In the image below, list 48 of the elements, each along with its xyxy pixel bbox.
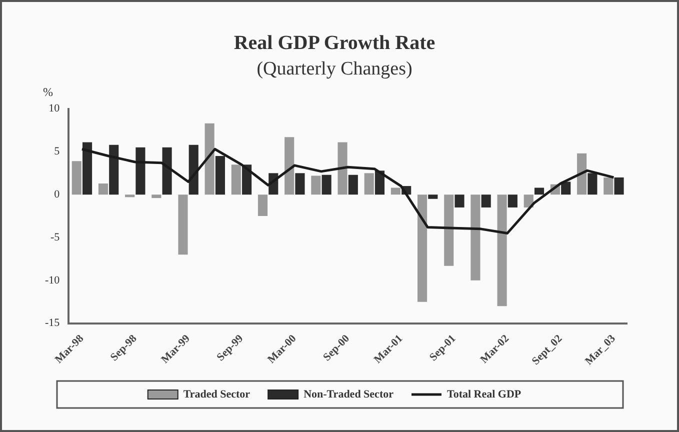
bar bbox=[215, 156, 225, 195]
bar bbox=[364, 173, 374, 195]
bar bbox=[534, 188, 544, 195]
bar bbox=[125, 194, 135, 198]
legend-label: Non-Traded Sector bbox=[304, 388, 394, 400]
legend-label: Total Real GDP bbox=[446, 388, 522, 400]
bar bbox=[152, 194, 162, 198]
bar bbox=[428, 194, 438, 199]
y-tick-label: -5 bbox=[50, 231, 60, 244]
bar bbox=[136, 147, 146, 195]
bar bbox=[454, 194, 464, 208]
chart-subtitle: (Quarterly Changes) bbox=[256, 58, 412, 80]
bar bbox=[178, 194, 188, 255]
bar bbox=[470, 194, 480, 280]
bar bbox=[614, 177, 624, 195]
bar bbox=[284, 137, 294, 195]
bar bbox=[348, 174, 358, 195]
bar bbox=[588, 173, 598, 195]
bar bbox=[162, 147, 172, 195]
bar bbox=[322, 174, 332, 195]
y-tick-label: 0 bbox=[54, 188, 60, 200]
bar bbox=[444, 194, 454, 266]
bar bbox=[72, 161, 82, 195]
bar bbox=[258, 194, 268, 216]
bar bbox=[390, 188, 400, 195]
bar bbox=[577, 153, 587, 195]
bar bbox=[561, 182, 571, 195]
y-tick-label: -10 bbox=[44, 274, 60, 286]
y-tick-label: 10 bbox=[48, 102, 60, 115]
bar bbox=[497, 194, 507, 306]
y-axis-title: % bbox=[43, 84, 53, 99]
bar bbox=[204, 123, 214, 195]
y-tick-label: -15 bbox=[44, 317, 60, 330]
bar bbox=[188, 144, 198, 195]
bar bbox=[417, 194, 428, 302]
bar bbox=[338, 142, 348, 195]
bar bbox=[604, 177, 614, 195]
bar bbox=[109, 144, 119, 195]
bar bbox=[295, 173, 305, 195]
bar bbox=[481, 194, 491, 208]
chart-title: Real GDP Growth Rate bbox=[234, 32, 436, 54]
bar bbox=[311, 176, 321, 195]
bar bbox=[98, 183, 108, 195]
y-tick-label: 5 bbox=[54, 146, 60, 158]
bar bbox=[508, 194, 518, 208]
bar bbox=[231, 164, 241, 195]
bar bbox=[82, 142, 92, 195]
legend-label: Traded Sector bbox=[183, 388, 250, 400]
